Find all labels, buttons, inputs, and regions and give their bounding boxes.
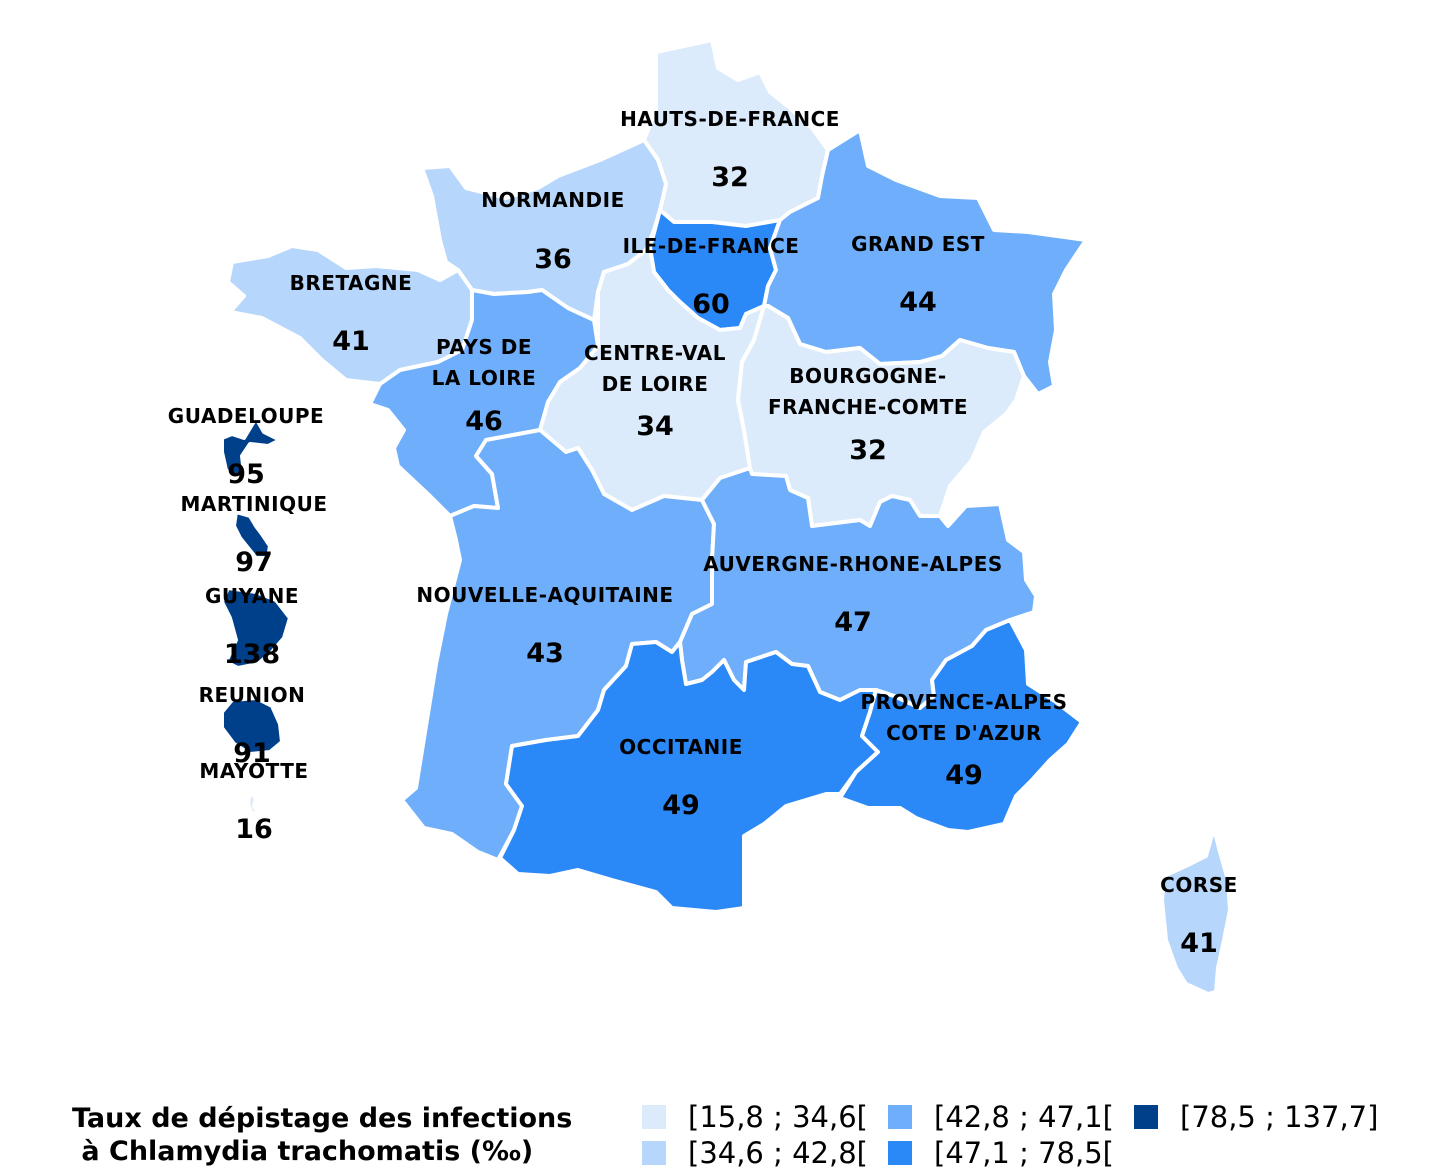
region-name-grand-est: GRAND EST bbox=[851, 232, 985, 256]
legend-label: [78,5 ; 137,7] bbox=[1180, 1100, 1379, 1134]
legend-label: [15,8 ; 34,6[ bbox=[688, 1100, 868, 1134]
legend-item-class-4: [47,1 ; 78,5[ bbox=[888, 1136, 1114, 1170]
region-value-bourgogne-franche-comte: 32 bbox=[849, 435, 887, 466]
legend-item-class-1: [15,8 ; 34,6[ bbox=[642, 1100, 868, 1134]
legend: Taux de dépistage des infections à Chlam… bbox=[0, 1090, 1449, 1170]
legend-swatch bbox=[888, 1141, 912, 1165]
region-value-auvergne-rhone-alpes: 47 bbox=[834, 607, 872, 638]
region-name-guyane: GUYANE bbox=[205, 584, 299, 608]
legend-swatch bbox=[888, 1105, 912, 1129]
legend-item-class-2: [34,6 ; 42,8[ bbox=[642, 1136, 868, 1170]
region-name-martinique: MARTINIQUE bbox=[180, 492, 327, 516]
region-name-provence-alpes-cote-dazur: COTE D'AZUR bbox=[886, 721, 1042, 745]
region-value-grand-est: 44 bbox=[899, 287, 937, 318]
region-name-pays-de-la-loire: PAYS DE bbox=[436, 335, 532, 359]
region-name-reunion: REUNION bbox=[199, 683, 306, 707]
region-value-martinique: 97 bbox=[235, 547, 273, 578]
legend-label: [47,1 ; 78,5[ bbox=[934, 1136, 1114, 1170]
region-guyane bbox=[220, 586, 292, 670]
region-hauts-de-france bbox=[642, 38, 830, 228]
region-name-mayotte: MAYOTTE bbox=[199, 759, 308, 783]
legend-label: [42,8 ; 47,1[ bbox=[934, 1100, 1114, 1134]
region-value-centre-val-de-loire: 34 bbox=[636, 411, 674, 442]
region-provence-alpes-cote-dazur bbox=[838, 618, 1084, 834]
legend-swatch bbox=[642, 1105, 666, 1129]
legend-item-class-5: [78,5 ; 137,7] bbox=[1134, 1100, 1378, 1134]
region-name-corse: CORSE bbox=[1160, 873, 1238, 897]
legend-swatch bbox=[1134, 1105, 1158, 1129]
region-value-corse: 41 bbox=[1180, 928, 1218, 959]
region-value-mayotte: 16 bbox=[235, 814, 273, 845]
region-mayotte bbox=[246, 790, 260, 816]
region-name-pays-de-la-loire: LA LOIRE bbox=[432, 366, 537, 390]
region-value-hauts-de-france: 32 bbox=[711, 162, 749, 193]
legend-label: [34,6 ; 42,8[ bbox=[688, 1136, 868, 1170]
region-value-normandie: 36 bbox=[534, 244, 572, 275]
region-name-centre-val-de-loire: DE LOIRE bbox=[602, 372, 709, 396]
region-occitanie bbox=[498, 640, 880, 914]
region-name-auvergne-rhone-alpes: AUVERGNE-RHONE-ALPES bbox=[703, 552, 1003, 576]
region-value-bretagne: 41 bbox=[332, 326, 370, 357]
region-martinique bbox=[232, 510, 272, 560]
region-name-normandie: NORMANDIE bbox=[481, 188, 624, 212]
region-value-guadeloupe: 95 bbox=[227, 459, 265, 490]
region-name-bourgogne-franche-comte: BOURGOGNE- bbox=[789, 364, 946, 388]
region-reunion bbox=[220, 696, 284, 756]
region-value-pays-de-la-loire: 46 bbox=[465, 406, 503, 437]
region-name-nouvelle-aquitaine: NOUVELLE-AQUITAINE bbox=[416, 583, 673, 607]
region-value-reunion: 91 bbox=[233, 738, 271, 769]
legend-swatch bbox=[642, 1141, 666, 1165]
region-guadeloupe bbox=[220, 416, 282, 480]
region-name-ile-de-france: ILE-DE-FRANCE bbox=[623, 234, 800, 258]
region-value-occitanie: 49 bbox=[662, 790, 700, 821]
region-name-centre-val-de-loire: CENTRE-VAL bbox=[584, 341, 726, 365]
region-name-guadeloupe: GUADELOUPE bbox=[168, 404, 324, 428]
region-name-hauts-de-france: HAUTS-DE-FRANCE bbox=[620, 107, 840, 131]
region-name-bourgogne-franche-comte: FRANCHE-COMTE bbox=[768, 395, 968, 419]
region-name-bretagne: BRETAGNE bbox=[290, 271, 413, 295]
legend-title: Taux de dépistage des infections à Chlam… bbox=[72, 1103, 573, 1167]
choropleth-map: HAUTS-DE-FRANCE 32 NORMANDIE 36 ILE-DE-FRANC… bbox=[168, 38, 1238, 996]
region-corse bbox=[1160, 826, 1232, 996]
region-value-guyane: 138 bbox=[224, 639, 280, 670]
region-name-provence-alpes-cote-dazur: PROVENCE-ALPES bbox=[861, 690, 1068, 714]
legend-item-class-3: [42,8 ; 47,1[ bbox=[888, 1100, 1114, 1134]
region-value-ile-de-france: 60 bbox=[692, 289, 730, 320]
region-value-provence-alpes-cote-dazur: 49 bbox=[945, 760, 983, 791]
region-value-nouvelle-aquitaine: 43 bbox=[526, 638, 564, 669]
region-name-occitanie: OCCITANIE bbox=[619, 735, 743, 759]
